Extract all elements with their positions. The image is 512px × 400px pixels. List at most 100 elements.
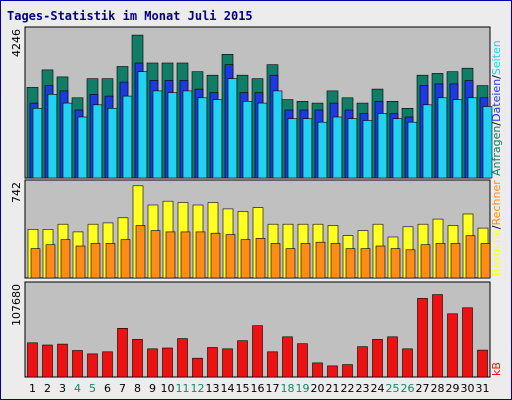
kb-panel-ymax-label: 107680 [10, 284, 23, 326]
day-label-12: 12 [191, 382, 205, 395]
bar-rechner-day-15 [240, 239, 251, 279]
day-label-4: 4 [74, 382, 81, 395]
bar-seiten-day-16 [257, 102, 268, 179]
bar-seiten-day-1 [32, 108, 43, 179]
legend-anfragen: Anfragen [490, 126, 503, 176]
bar-kb-day-30 [462, 307, 473, 378]
bar-kb-day-23 [357, 346, 368, 378]
chart-panels: 4246 742 107680 [10, 26, 493, 378]
bar-seiten-day-9 [152, 90, 163, 179]
day-label-26: 26 [401, 382, 415, 395]
bar-kb-day-15 [237, 340, 248, 378]
bar-kb-day-17 [267, 351, 278, 378]
bar-kb-day-27 [417, 298, 428, 378]
bar-kb-day-7 [117, 327, 128, 378]
bar-rechner-day-18 [285, 248, 296, 279]
bar-seiten-day-11 [182, 90, 193, 179]
bar-rechner-day-30 [465, 235, 476, 279]
legend-visits: Besuche/Rechner [490, 180, 503, 276]
legend-dateien: Dateien [490, 79, 503, 122]
bar-kb-day-14 [222, 348, 233, 378]
bar-rechner-day-27 [420, 244, 431, 279]
bar-rechner-day-31 [480, 243, 491, 279]
bar-seiten-day-25 [392, 118, 403, 179]
bar-kb-day-20 [312, 362, 323, 378]
day-label-18: 18 [281, 382, 295, 395]
bar-kb-day-6 [102, 351, 113, 378]
bar-rechner-day-5 [90, 243, 101, 279]
day-label-3: 3 [59, 382, 66, 395]
bar-seiten-day-2 [47, 94, 58, 179]
chart-title: Tages-Statistik im Monat Juli 2015 [7, 9, 253, 23]
day-label-30: 30 [461, 382, 475, 395]
bar-rechner-day-8 [135, 225, 146, 279]
bar-rechner-day-17 [270, 243, 281, 279]
day-label-17: 17 [266, 382, 280, 395]
day-label-10: 10 [161, 382, 175, 395]
legend-separator: / [490, 122, 503, 126]
bar-kb-day-29 [447, 313, 458, 378]
day-label-6: 6 [104, 382, 111, 395]
bar-rechner-day-29 [450, 243, 461, 279]
legend-kb: kB [490, 362, 503, 376]
requests-panel: 4246 [10, 26, 493, 179]
bar-rechner-day-9 [150, 230, 161, 279]
legend-requests: Anfragen/Dateien/Seiten [490, 40, 503, 176]
bar-kb-day-12 [192, 357, 203, 378]
bar-kb-day-16 [252, 325, 263, 378]
day-label-28: 28 [431, 382, 445, 395]
day-label-9: 9 [149, 382, 156, 395]
bar-rechner-day-2 [45, 244, 56, 279]
bar-seiten-day-4 [77, 116, 88, 179]
bar-kb-day-24 [372, 339, 383, 378]
bar-kb-day-2 [42, 344, 53, 378]
day-label-19: 19 [296, 382, 310, 395]
bar-kb-day-25 [387, 336, 398, 378]
bar-rechner-day-3 [60, 239, 71, 279]
bar-seiten-day-28 [437, 97, 448, 179]
day-label-21: 21 [326, 382, 340, 395]
bar-rechner-day-26 [405, 249, 416, 279]
legend-besuche: Besuche [490, 229, 503, 276]
bar-kb-day-5 [87, 353, 98, 378]
bar-kb-day-10 [162, 347, 173, 378]
kb-panel: 107680 [10, 281, 491, 378]
day-label-29: 29 [446, 382, 460, 395]
bar-kb-day-19 [297, 343, 308, 378]
day-label-8: 8 [134, 382, 141, 395]
bar-rechner-day-28 [435, 243, 446, 279]
bar-kb-day-13 [207, 347, 218, 378]
bar-rechner-day-22 [345, 248, 356, 279]
day-label-7: 7 [119, 382, 126, 395]
visits-panel: 742 [10, 179, 491, 279]
bar-seiten-day-29 [452, 99, 463, 179]
bar-kb-day-3 [57, 343, 68, 378]
bar-seiten-day-8 [137, 71, 148, 179]
bar-seiten-day-7 [122, 95, 133, 179]
bar-rechner-day-23 [360, 248, 371, 279]
day-label-11: 11 [176, 382, 190, 395]
bar-seiten-day-19 [302, 118, 313, 179]
bar-kb-day-22 [342, 364, 353, 378]
bar-kb-day-18 [282, 336, 293, 378]
bar-rechner-day-12 [195, 231, 206, 279]
bar-rechner-day-25 [390, 248, 401, 279]
bar-rechner-day-24 [375, 245, 386, 279]
day-label-1: 1 [29, 382, 36, 395]
day-label-15: 15 [236, 382, 250, 395]
legend-kb-label: kB [490, 362, 503, 376]
bar-seiten-day-12 [197, 97, 208, 179]
bar-seiten-day-31 [482, 106, 493, 179]
bar-seiten-day-21 [332, 116, 343, 179]
bar-seiten-day-14 [227, 78, 238, 179]
bar-seiten-day-15 [242, 101, 253, 179]
bar-kb-day-28 [432, 294, 443, 378]
bar-seiten-day-22 [347, 118, 358, 179]
legend-separator: / [490, 225, 503, 229]
bar-seiten-day-24 [377, 113, 388, 179]
bar-seiten-day-10 [167, 92, 178, 179]
bar-seiten-day-30 [467, 97, 478, 179]
legend-separator: / [490, 75, 503, 79]
